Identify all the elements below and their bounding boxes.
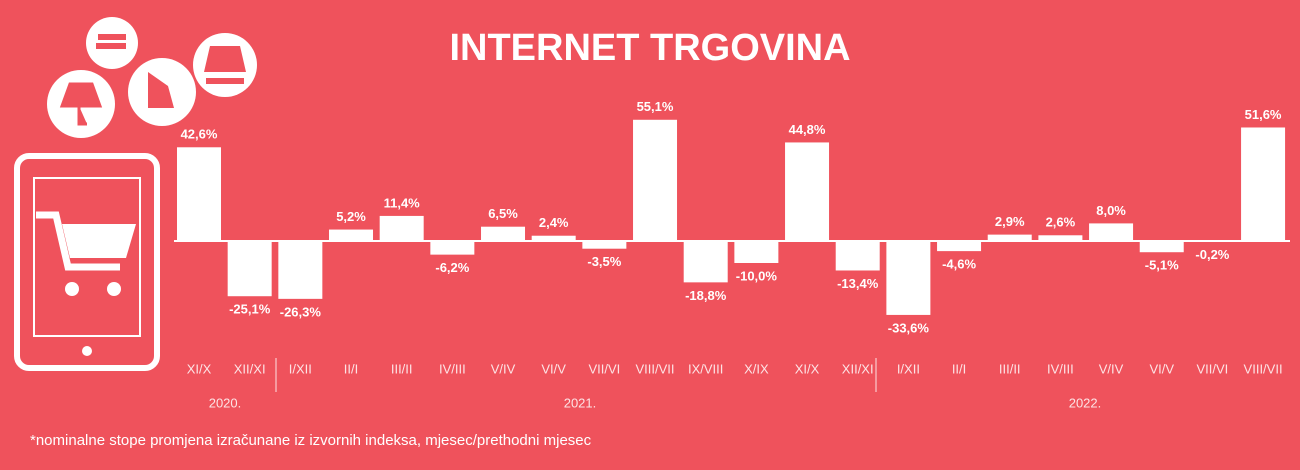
footnote: *nominalne stope promjena izračunane iz … bbox=[30, 432, 592, 449]
x-tick-label: VIII/VII bbox=[636, 361, 675, 376]
bar bbox=[886, 241, 931, 315]
x-tick-label: VII/VI bbox=[1197, 361, 1229, 376]
bar bbox=[835, 241, 880, 271]
bar bbox=[278, 241, 323, 299]
icons bbox=[14, 17, 257, 371]
value-label: 11,4% bbox=[384, 195, 421, 210]
value-label: -33,6% bbox=[888, 320, 930, 335]
value-label: 2,4% bbox=[539, 215, 569, 230]
value-label: -13,4% bbox=[837, 276, 879, 291]
bar bbox=[1190, 241, 1235, 242]
x-tick-label: I/XII bbox=[289, 361, 312, 376]
bar bbox=[1139, 241, 1184, 253]
x-tick-label: IV/III bbox=[439, 361, 466, 376]
value-label: 55,1% bbox=[637, 99, 674, 114]
x-tick-label: XI/X bbox=[187, 361, 212, 376]
year-label: 2020. bbox=[209, 395, 242, 410]
x-tick-label: V/IV bbox=[1099, 361, 1124, 376]
value-label: 42,6% bbox=[181, 127, 218, 142]
bar bbox=[177, 147, 221, 241]
bar bbox=[481, 226, 526, 241]
value-label: 51,6% bbox=[1245, 107, 1282, 122]
x-tick-label: IX/VIII bbox=[688, 361, 723, 376]
bar bbox=[1038, 235, 1083, 241]
x-tick-label: I/XII bbox=[897, 361, 920, 376]
bar bbox=[430, 241, 475, 255]
value-label: 5,2% bbox=[336, 209, 366, 224]
x-tick-label: VIII/VII bbox=[1244, 361, 1283, 376]
value-label: 2,9% bbox=[995, 214, 1025, 229]
value-label: 8,0% bbox=[1096, 203, 1126, 218]
x-tick-label: XII/XI bbox=[842, 361, 874, 376]
x-tick-label: II/I bbox=[344, 361, 358, 376]
value-label: -10,0% bbox=[736, 268, 778, 283]
bar bbox=[227, 241, 272, 297]
bar bbox=[683, 241, 728, 283]
bar bbox=[531, 235, 576, 241]
bar bbox=[379, 215, 424, 241]
bar bbox=[785, 142, 830, 241]
value-label: -6,2% bbox=[435, 260, 469, 275]
x-tick-label: XII/XI bbox=[234, 361, 266, 376]
x-tick-label: X/IX bbox=[744, 361, 769, 376]
value-label: 2,6% bbox=[1046, 215, 1076, 230]
value-label: -26,3% bbox=[280, 304, 322, 319]
bar bbox=[329, 229, 374, 241]
x-tick-label: III/II bbox=[999, 361, 1021, 376]
bar bbox=[734, 241, 779, 263]
x-tick-label: VII/VI bbox=[588, 361, 620, 376]
x-tick-label: XI/X bbox=[795, 361, 820, 376]
bar bbox=[1241, 127, 1286, 241]
x-tick-label: II/I bbox=[952, 361, 966, 376]
x-tick-label: III/II bbox=[391, 361, 413, 376]
bar bbox=[987, 234, 1032, 241]
year-label: 2022. bbox=[1069, 395, 1102, 410]
x-tick-label: IV/III bbox=[1047, 361, 1074, 376]
x-tick-label: VI/V bbox=[541, 361, 566, 376]
bar bbox=[582, 241, 627, 249]
value-label: -4,6% bbox=[942, 257, 976, 272]
value-label: -0,2% bbox=[1195, 247, 1229, 262]
x-tick-label: V/IV bbox=[491, 361, 516, 376]
bar bbox=[1089, 223, 1134, 241]
bar bbox=[937, 241, 982, 252]
value-label: -3,5% bbox=[587, 254, 621, 269]
bar bbox=[633, 119, 678, 241]
x-tick-label: VI/V bbox=[1149, 361, 1174, 376]
value-label: -25,1% bbox=[229, 302, 271, 317]
chart-title: INTERNET TRGOVINA bbox=[449, 27, 850, 69]
year-label: 2021. bbox=[564, 395, 597, 410]
value-label: 44,8% bbox=[789, 122, 826, 137]
value-label: -5,1% bbox=[1145, 258, 1179, 273]
value-label: 6,5% bbox=[488, 206, 518, 221]
value-label: -18,8% bbox=[685, 288, 727, 303]
